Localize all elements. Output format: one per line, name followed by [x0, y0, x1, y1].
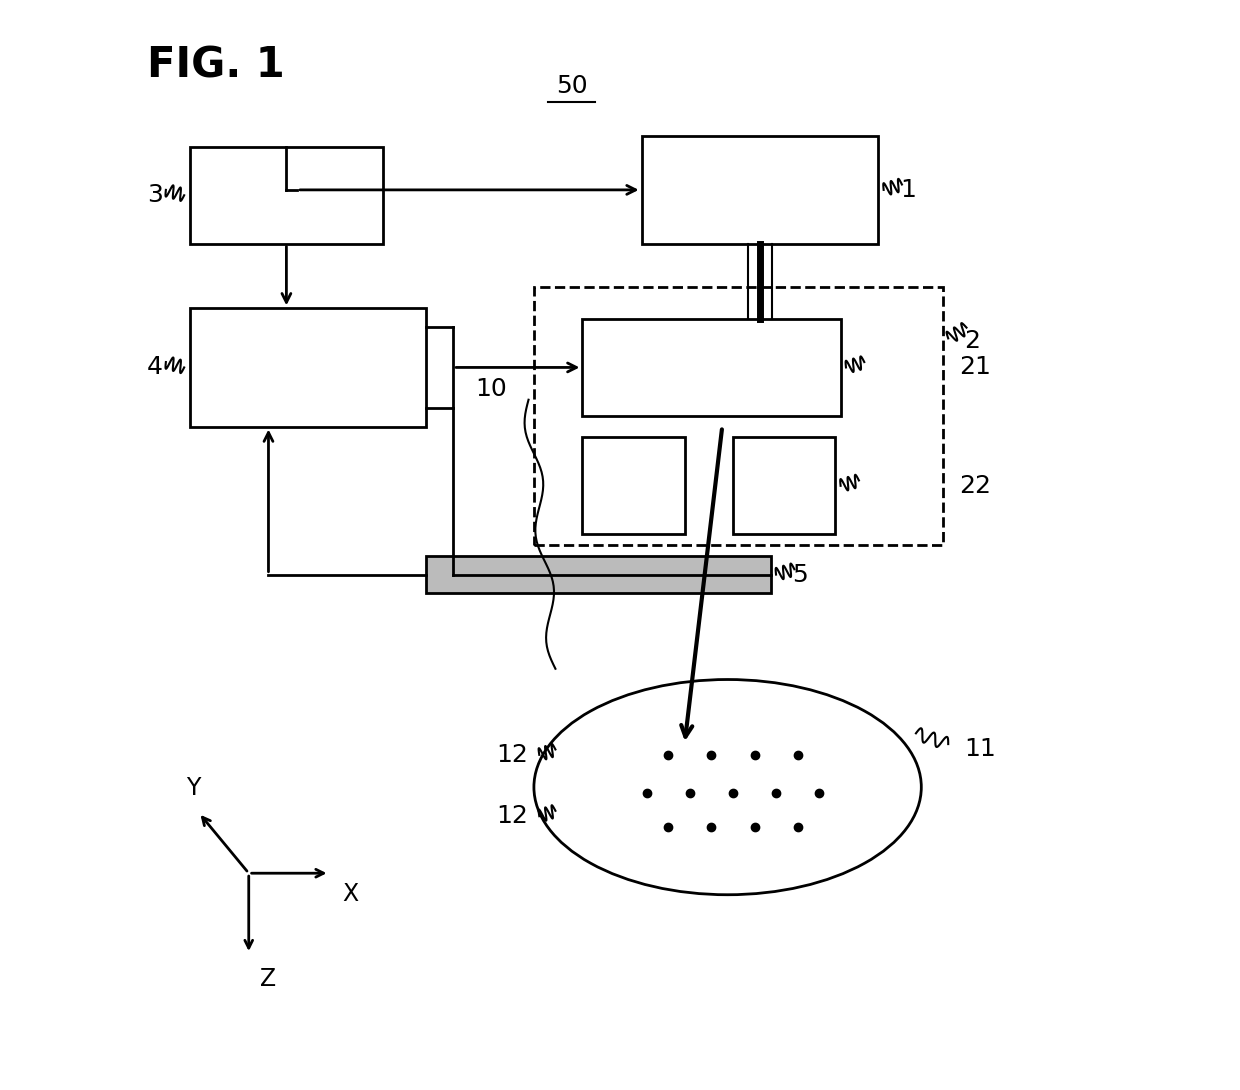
Text: 50: 50	[556, 74, 588, 98]
Text: X: X	[342, 882, 358, 906]
Text: 22: 22	[959, 474, 991, 498]
Text: 1: 1	[900, 178, 915, 202]
Text: Z: Z	[259, 967, 275, 991]
Text: Y: Y	[186, 776, 201, 800]
Text: 5: 5	[792, 564, 808, 588]
Text: 12: 12	[497, 743, 528, 767]
FancyBboxPatch shape	[641, 136, 878, 244]
FancyBboxPatch shape	[190, 308, 427, 426]
Text: 3: 3	[146, 183, 162, 207]
FancyBboxPatch shape	[534, 287, 942, 545]
FancyBboxPatch shape	[583, 437, 684, 534]
Text: 2: 2	[965, 328, 981, 352]
Text: 10: 10	[475, 377, 507, 401]
Text: 11: 11	[965, 738, 996, 762]
FancyBboxPatch shape	[583, 319, 841, 416]
FancyBboxPatch shape	[190, 147, 383, 244]
Text: 4: 4	[146, 355, 162, 379]
Text: FIG. 1: FIG. 1	[146, 45, 284, 86]
Ellipse shape	[534, 679, 921, 895]
Text: 12: 12	[497, 804, 528, 828]
FancyBboxPatch shape	[427, 556, 770, 593]
FancyBboxPatch shape	[733, 437, 836, 534]
Text: 21: 21	[959, 355, 991, 379]
